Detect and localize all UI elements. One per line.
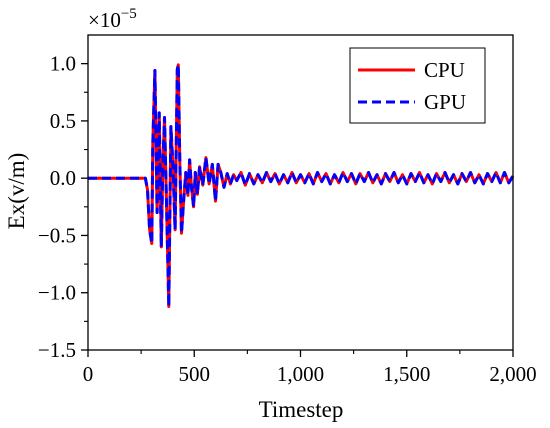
axis-multiplier: ×10−5 (88, 6, 137, 32)
axis-multiplier-base: ×10 (88, 8, 121, 32)
x-tick-label: 0 (83, 362, 94, 386)
legend-cpu-label: CPU (424, 58, 465, 82)
series-layer (88, 63, 515, 308)
y-axis-title: Ex(v/m) (4, 153, 29, 230)
x-tick-label: 2,000 (489, 362, 536, 386)
y-tick-label: 0.5 (50, 109, 76, 133)
y-tick-label: −0.5 (38, 223, 76, 247)
x-axis-title: Timestep (259, 397, 344, 422)
y-tick-label: 0.0 (50, 166, 76, 190)
axis-multiplier-exponent: −5 (121, 6, 137, 22)
y-tick-label: −1.0 (38, 281, 76, 305)
x-tick-label: 1,500 (383, 362, 430, 386)
legend-box (349, 47, 486, 124)
series-line-gpu (88, 63, 515, 308)
legend-gpu-label: GPU (424, 90, 466, 114)
y-tick-label: 1.0 (50, 52, 76, 76)
x-tick-label: 500 (179, 362, 211, 386)
plot-frame (87, 34, 514, 351)
ticks-layer: 0 500 1,000 1,500 2,000 −1.5 −1.0 −0.5 0.0 0.5 1.0 (38, 52, 537, 386)
y-tick-label: −1.5 (38, 338, 76, 362)
x-tick-label: 1,000 (277, 362, 324, 386)
legend: CPU GPU (349, 47, 486, 124)
